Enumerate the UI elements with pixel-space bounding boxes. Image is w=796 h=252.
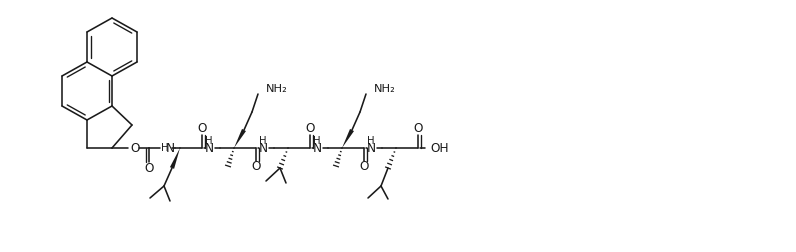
Text: N: N [205, 142, 213, 154]
Text: N: N [366, 142, 376, 154]
Text: H: H [162, 143, 169, 153]
Text: OH: OH [430, 142, 449, 154]
Text: O: O [144, 162, 154, 174]
Text: N: N [313, 142, 322, 154]
Text: O: O [131, 142, 139, 154]
Polygon shape [342, 129, 354, 148]
Polygon shape [170, 148, 180, 169]
Text: O: O [359, 161, 369, 173]
Text: O: O [413, 122, 423, 136]
Polygon shape [234, 129, 246, 148]
Text: O: O [252, 161, 260, 173]
Text: N: N [259, 142, 267, 154]
Text: NH₂: NH₂ [266, 84, 287, 94]
Text: H: H [314, 136, 321, 146]
Text: O: O [197, 122, 207, 136]
Text: NH₂: NH₂ [374, 84, 396, 94]
Text: H: H [205, 136, 213, 146]
Text: H: H [367, 136, 375, 146]
Text: N: N [166, 142, 174, 154]
Text: O: O [306, 122, 314, 136]
Text: H: H [259, 136, 267, 146]
